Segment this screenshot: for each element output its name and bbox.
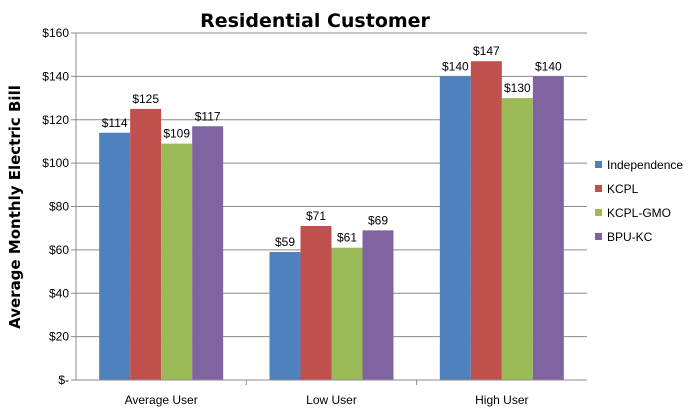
data-label: $59 bbox=[275, 235, 295, 249]
bar-independence-low-user bbox=[269, 252, 301, 380]
data-label: $130 bbox=[504, 81, 531, 95]
axes: $- $20 $40 $60 $80 $100 $120 $140 $160 Average Us… bbox=[42, 26, 587, 407]
legend-label: Independence bbox=[607, 158, 683, 172]
y-tick-label: $60 bbox=[49, 243, 69, 257]
bar-kcpl-gmo-low-user bbox=[331, 247, 363, 380]
bar-independence-high-user bbox=[439, 76, 471, 380]
data-label: $69 bbox=[368, 213, 388, 227]
y-tick-label: $- bbox=[58, 373, 69, 387]
data-label: $71 bbox=[306, 209, 326, 223]
legend: Independence KCPL KCPL-GMO BPU-KC bbox=[595, 158, 683, 244]
legend-label: BPU-KC bbox=[607, 230, 653, 244]
legend-swatch bbox=[595, 233, 602, 240]
bars bbox=[99, 61, 564, 380]
bar-bpu-kc-low-user bbox=[362, 230, 394, 380]
data-label: $61 bbox=[337, 231, 357, 245]
legend-swatch bbox=[595, 161, 602, 168]
data-labels: $114 $125 $109 $117 $59 $71 $61 $69 $140 $147 $130… bbox=[102, 44, 562, 249]
data-label: $140 bbox=[535, 59, 562, 73]
bar-independence-average-user bbox=[99, 132, 131, 380]
y-tick-label: $80 bbox=[49, 200, 69, 214]
bar-bpu-kc-high-user bbox=[532, 76, 564, 380]
y-tick-label: $120 bbox=[42, 113, 69, 127]
y-tick-label: $20 bbox=[49, 330, 69, 344]
data-label: $125 bbox=[132, 92, 159, 106]
y-tick-label: $140 bbox=[42, 69, 69, 83]
legend-swatch bbox=[595, 209, 602, 216]
y-tick-label: $40 bbox=[49, 286, 69, 300]
data-label: $114 bbox=[102, 116, 128, 130]
data-label: $109 bbox=[163, 127, 190, 141]
data-label: $117 bbox=[195, 109, 221, 123]
bar-kcpl-gmo-average-user bbox=[161, 143, 193, 380]
x-category-label: Low User bbox=[306, 393, 357, 407]
chart-title: Residential Customer bbox=[200, 10, 430, 32]
bar-kcpl-high-user bbox=[470, 61, 502, 380]
y-tick-label: $100 bbox=[42, 156, 69, 170]
x-category-label: High User bbox=[475, 393, 528, 407]
bar-kcpl-average-user bbox=[130, 108, 162, 380]
bar-kcpl-gmo-high-user bbox=[501, 98, 533, 380]
legend-label: KCPL bbox=[607, 182, 639, 196]
bar-bpu-kc-average-user bbox=[192, 126, 224, 380]
legend-swatch bbox=[595, 185, 602, 192]
legend-label: KCPL-GMO bbox=[607, 206, 671, 220]
bar-kcpl-low-user bbox=[300, 226, 332, 380]
data-label: $140 bbox=[442, 59, 469, 73]
y-axis-title: Average Monthly Electric Bill bbox=[6, 85, 24, 329]
x-category-label: Average User bbox=[125, 393, 198, 407]
y-tick-label: $160 bbox=[42, 26, 69, 40]
data-label: $147 bbox=[473, 44, 500, 58]
